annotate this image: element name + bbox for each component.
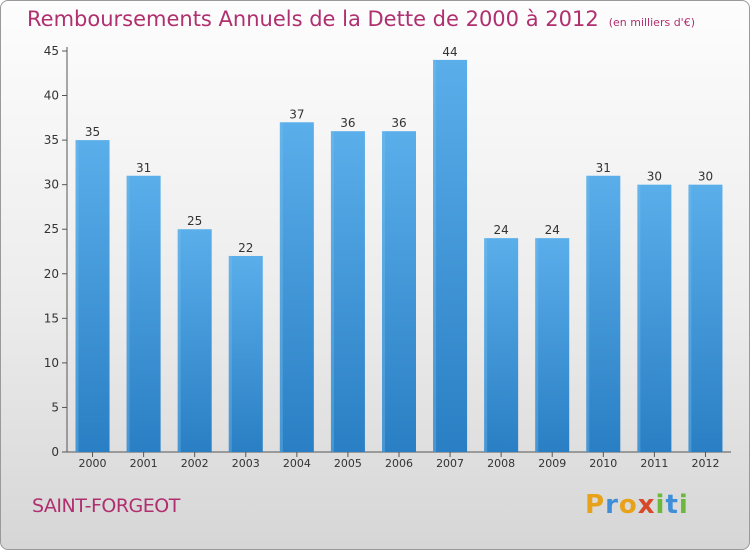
- y-tick-label: 35: [44, 133, 59, 147]
- y-tick-label: 10: [44, 356, 59, 370]
- bar: [637, 184, 672, 452]
- bar-highlight: [586, 175, 590, 452]
- commune-name: SAINT-FORGEOT: [32, 495, 180, 517]
- bar: [228, 255, 263, 452]
- bar-highlight: [433, 59, 437, 453]
- bar-highlight: [637, 184, 641, 452]
- axes: 0 5 10 15 20 25 30 35 40 45 2000 2001 2002 2003 2004 20…: [44, 44, 731, 470]
- y-tick-label: 0: [51, 445, 59, 459]
- y-tick-label: 45: [44, 44, 59, 58]
- x-tick-label: 2001: [130, 457, 158, 470]
- bar-highlight: [279, 122, 283, 453]
- chart-subtitle: (en milliers d'€): [608, 16, 695, 29]
- bar: [433, 59, 468, 453]
- data-label: 25: [187, 214, 202, 228]
- x-tick-label: 2003: [232, 457, 260, 470]
- y-tick-label: 40: [44, 89, 59, 103]
- x-tick-label: 2010: [589, 457, 617, 470]
- bar-highlight: [535, 238, 539, 452]
- data-label: 31: [596, 161, 611, 175]
- bar-highlight: [330, 131, 334, 452]
- y-tick-label: 20: [44, 267, 59, 281]
- y-tick-label: 15: [44, 311, 59, 325]
- bar: [586, 175, 621, 452]
- bar-highlight: [75, 140, 79, 452]
- title-row: Remboursements Annuels de la Dette de 20…: [27, 7, 695, 31]
- bar: [75, 140, 110, 452]
- bar: [330, 131, 365, 452]
- bar-highlight: [484, 238, 488, 452]
- x-tick-label: 2011: [640, 457, 668, 470]
- bar-highlight: [382, 131, 385, 452]
- logo-letter: r: [605, 490, 619, 520]
- bar-highlight: [688, 184, 692, 452]
- bar: [382, 131, 416, 452]
- data-label: 24: [545, 223, 560, 237]
- bar: [279, 122, 314, 453]
- bar: [688, 184, 723, 452]
- logo-letter: i: [678, 490, 689, 520]
- bar: [126, 175, 161, 452]
- x-tick-label: 2009: [538, 457, 566, 470]
- data-label: 30: [647, 170, 662, 184]
- logo-letter: x: [637, 490, 656, 520]
- logo-letter: i: [655, 490, 666, 520]
- bars: 35 31 25 22 37 36 36 44 24 24 31 30 30: [75, 45, 723, 453]
- bar: [484, 238, 519, 452]
- data-label: 22: [238, 241, 253, 255]
- x-tick-label: 2007: [436, 457, 464, 470]
- x-tick-label: 2012: [691, 457, 719, 470]
- data-label: 36: [391, 116, 406, 130]
- logo-letter: P: [585, 490, 606, 520]
- data-label: 30: [698, 170, 713, 184]
- data-label: 44: [442, 45, 457, 59]
- bar-highlight: [177, 229, 181, 452]
- proxiti-logo: Proxiti: [585, 490, 689, 520]
- y-tick-label: 30: [44, 178, 59, 192]
- bar: [535, 238, 570, 452]
- y-tick-label: 25: [44, 222, 59, 236]
- bar-highlight: [228, 255, 232, 452]
- data-label: 37: [289, 107, 304, 121]
- data-label: 24: [494, 223, 509, 237]
- logo-letter: o: [618, 490, 638, 520]
- data-label: 36: [340, 116, 355, 130]
- logo-letter: t: [665, 490, 679, 520]
- x-tick-label: 2002: [181, 457, 209, 470]
- chart-title: Remboursements Annuels de la Dette de 20…: [27, 7, 599, 31]
- data-label: 35: [85, 125, 100, 139]
- x-tick-label: 2005: [334, 457, 362, 470]
- x-tick-label: 2004: [283, 457, 311, 470]
- x-tick-label: 2006: [385, 457, 413, 470]
- bar-highlight: [126, 175, 130, 452]
- x-tick-label: 2008: [487, 457, 515, 470]
- y-tick-label: 5: [51, 400, 59, 414]
- bar: [177, 229, 212, 452]
- data-label: 31: [136, 161, 151, 175]
- x-tick-label: 2000: [79, 457, 107, 470]
